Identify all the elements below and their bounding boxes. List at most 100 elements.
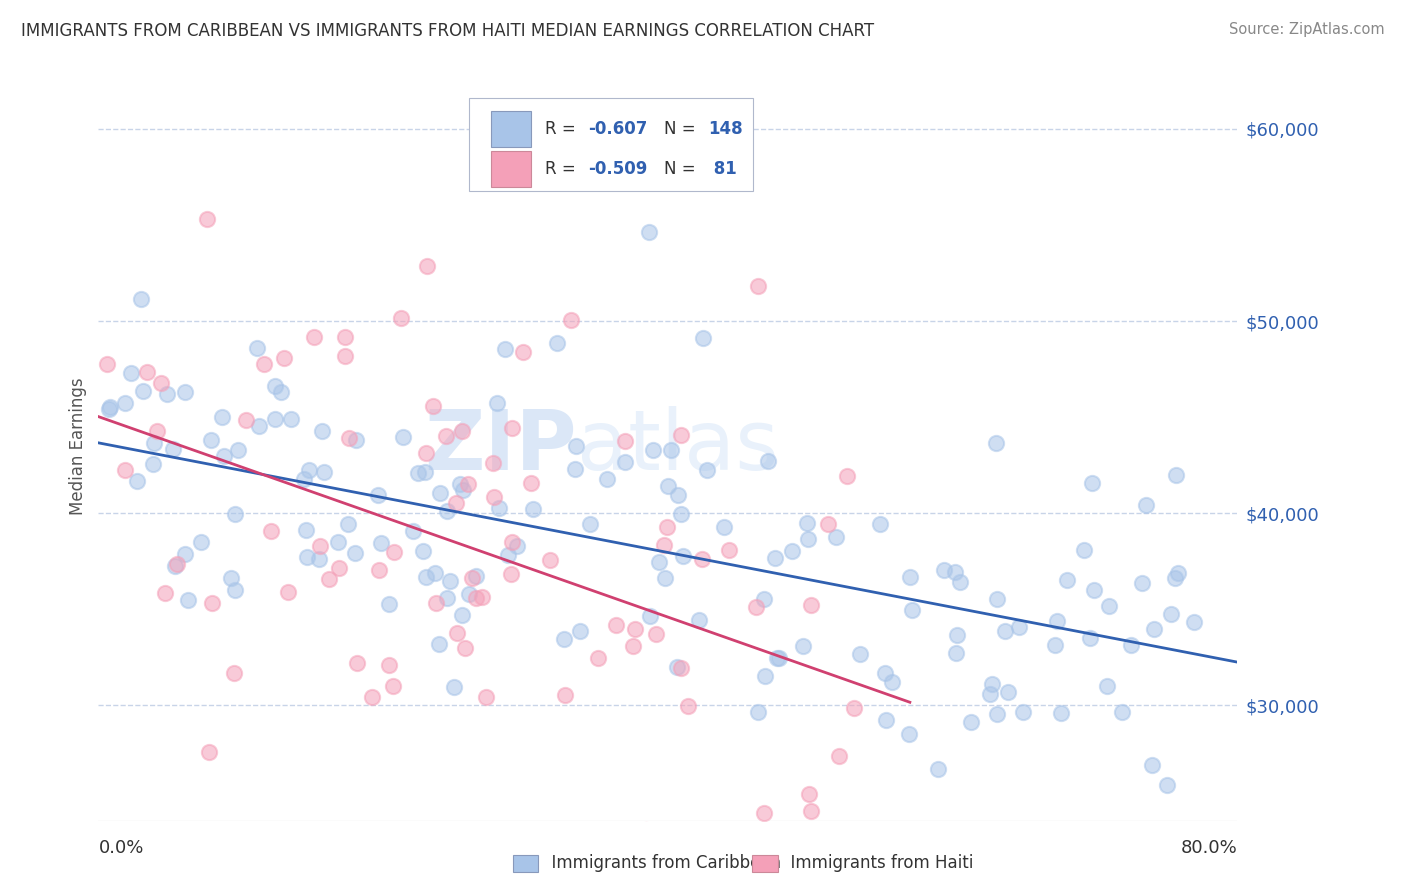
Point	[986, 707, 1008, 722]
Point	[449, 477, 471, 491]
Point	[792, 639, 814, 653]
Point	[768, 651, 790, 665]
Point	[501, 567, 523, 582]
Point	[1135, 498, 1157, 512]
Point	[370, 536, 392, 550]
Point	[780, 544, 803, 558]
Point	[484, 490, 506, 504]
Point	[1008, 620, 1031, 634]
Point	[797, 533, 820, 547]
Point	[177, 593, 200, 607]
Point	[1164, 571, 1187, 585]
Point	[984, 436, 1007, 450]
FancyBboxPatch shape	[468, 97, 754, 191]
Point	[264, 379, 287, 393]
Text: N =: N =	[665, 160, 702, 178]
Point	[638, 225, 661, 239]
Point	[621, 639, 644, 653]
Point	[1049, 706, 1071, 720]
Point	[381, 679, 404, 693]
Text: ZIP: ZIP	[425, 406, 576, 486]
Point	[145, 424, 167, 438]
Point	[831, 854, 853, 868]
Text: IMMIGRANTS FROM CARIBBEAN VS IMMIGRANTS FROM HAITI MEDIAN EARNINGS CORRELATION C: IMMIGRANTS FROM CARIBBEAN VS IMMIGRANTS …	[21, 22, 875, 40]
Point	[869, 516, 891, 531]
Point	[270, 384, 292, 399]
Point	[1167, 566, 1189, 580]
Point	[744, 600, 766, 615]
Point	[143, 435, 166, 450]
Point	[661, 442, 683, 457]
Point	[361, 690, 384, 705]
Point	[614, 455, 637, 469]
Point	[337, 431, 360, 445]
Point	[475, 690, 498, 704]
Point	[690, 552, 713, 566]
Point	[634, 823, 657, 838]
Point	[828, 749, 851, 764]
Point	[960, 714, 983, 729]
Point	[277, 585, 299, 599]
Point	[224, 507, 246, 521]
Point	[224, 582, 246, 597]
Point	[446, 496, 468, 510]
FancyBboxPatch shape	[491, 151, 531, 186]
Point	[198, 745, 221, 759]
Point	[512, 345, 534, 359]
Point	[654, 571, 676, 585]
Point	[328, 561, 350, 575]
Point	[898, 569, 921, 583]
Point	[486, 396, 509, 410]
Point	[416, 259, 439, 273]
Point	[817, 516, 839, 531]
Text: -0.509: -0.509	[588, 160, 648, 178]
Point	[672, 549, 695, 564]
Point	[427, 637, 450, 651]
Point	[934, 563, 956, 577]
Text: 81: 81	[707, 160, 737, 178]
Point	[747, 705, 769, 719]
Point	[446, 625, 468, 640]
Point	[997, 685, 1019, 699]
Point	[560, 312, 582, 326]
Point	[174, 547, 197, 561]
Point	[538, 553, 561, 567]
Point	[979, 687, 1001, 701]
Text: -0.607: -0.607	[588, 120, 648, 138]
Point	[173, 385, 195, 400]
Point	[652, 538, 675, 552]
Point	[624, 622, 647, 636]
Point	[280, 412, 302, 426]
Point	[880, 674, 903, 689]
Point	[439, 574, 461, 589]
Point	[127, 475, 149, 489]
FancyBboxPatch shape	[491, 111, 531, 147]
Point	[564, 462, 586, 476]
Point	[434, 429, 457, 443]
Point	[945, 566, 967, 580]
Point	[1083, 582, 1105, 597]
Point	[655, 520, 678, 534]
Point	[569, 624, 592, 638]
Point	[1095, 679, 1118, 693]
Point	[980, 677, 1002, 691]
Point	[343, 546, 366, 560]
Point	[696, 462, 718, 476]
Point	[298, 463, 321, 477]
Point	[848, 647, 870, 661]
Y-axis label: Median Earnings: Median Earnings	[69, 377, 87, 515]
Point	[613, 434, 636, 448]
Point	[666, 488, 689, 502]
Point	[875, 713, 897, 727]
Point	[586, 651, 609, 665]
Point	[471, 591, 494, 605]
Point	[235, 413, 257, 427]
Point	[415, 446, 437, 460]
Point	[219, 571, 242, 585]
Point	[415, 570, 437, 584]
Point	[640, 608, 662, 623]
Point	[190, 535, 212, 549]
Point	[844, 700, 866, 714]
Point	[756, 454, 779, 468]
Point	[333, 349, 356, 363]
